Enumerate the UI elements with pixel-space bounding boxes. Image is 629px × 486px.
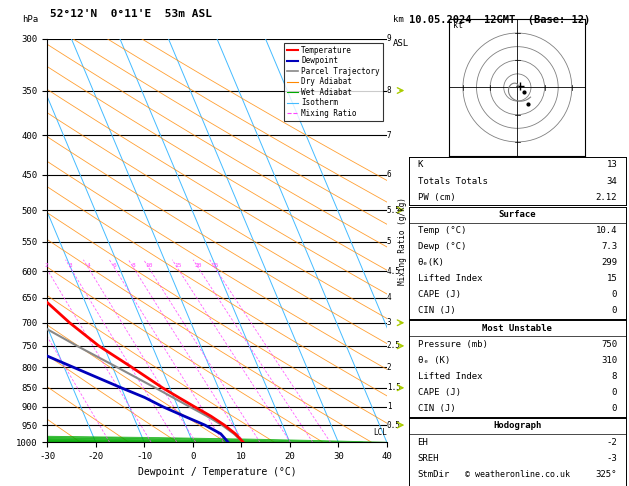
Text: Pressure (mb): Pressure (mb): [418, 340, 487, 349]
Text: 0: 0: [612, 290, 617, 299]
Text: EH: EH: [418, 437, 428, 447]
Text: CIN (J): CIN (J): [418, 404, 455, 413]
Text: 1.5: 1.5: [387, 383, 401, 392]
Text: 13: 13: [606, 160, 617, 170]
Text: 4: 4: [387, 294, 391, 302]
Text: 10.4: 10.4: [596, 226, 617, 235]
Text: © weatheronline.co.uk: © weatheronline.co.uk: [465, 469, 570, 479]
Text: 34: 34: [606, 176, 617, 186]
Text: 52°12'N  0°11'E  53m ASL: 52°12'N 0°11'E 53m ASL: [50, 9, 213, 19]
Text: Lifted Index: Lifted Index: [418, 274, 482, 283]
Text: 20: 20: [195, 263, 203, 268]
Text: 8: 8: [132, 263, 136, 268]
Text: 1: 1: [387, 402, 391, 412]
Text: ASL: ASL: [393, 39, 409, 48]
Text: CIN (J): CIN (J): [418, 306, 455, 315]
Text: StmDir: StmDir: [418, 469, 450, 479]
Text: Temp (°C): Temp (°C): [418, 226, 466, 235]
Text: 0: 0: [612, 404, 617, 413]
Text: 299: 299: [601, 258, 617, 267]
Text: Surface: Surface: [499, 210, 536, 219]
Text: 2: 2: [45, 263, 48, 268]
Text: 10: 10: [145, 263, 153, 268]
Text: LCL: LCL: [373, 428, 387, 436]
Text: K: K: [418, 160, 423, 170]
Text: 10.05.2024  12GMT  (Base: 12): 10.05.2024 12GMT (Base: 12): [409, 15, 590, 25]
Text: 3: 3: [69, 263, 72, 268]
Text: 6: 6: [387, 170, 391, 179]
Text: 8: 8: [612, 372, 617, 381]
Text: 325°: 325°: [596, 469, 617, 479]
Text: Totals Totals: Totals Totals: [418, 176, 487, 186]
Text: 4.5: 4.5: [387, 267, 401, 276]
Text: -2: -2: [606, 437, 617, 447]
Text: θₑ (K): θₑ (K): [418, 356, 450, 365]
Text: 5.5: 5.5: [387, 206, 401, 214]
Text: 7.3: 7.3: [601, 242, 617, 251]
Text: 4: 4: [87, 263, 91, 268]
Text: θₑ(K): θₑ(K): [418, 258, 445, 267]
Text: SREH: SREH: [418, 453, 439, 463]
Text: 3: 3: [387, 318, 391, 327]
Legend: Temperature, Dewpoint, Parcel Trajectory, Dry Adiabat, Wet Adiabat, Isotherm, Mi: Temperature, Dewpoint, Parcel Trajectory…: [284, 43, 383, 121]
Text: 750: 750: [601, 340, 617, 349]
Text: 2.5: 2.5: [387, 341, 401, 350]
Text: Mixing Ratio (g/kg): Mixing Ratio (g/kg): [398, 197, 407, 284]
Text: 6: 6: [113, 263, 116, 268]
X-axis label: Dewpoint / Temperature (°C): Dewpoint / Temperature (°C): [138, 467, 296, 477]
Text: 310: 310: [601, 356, 617, 365]
Text: CAPE (J): CAPE (J): [418, 290, 460, 299]
Text: Most Unstable: Most Unstable: [482, 324, 552, 333]
Text: -3: -3: [606, 453, 617, 463]
Text: 2: 2: [387, 363, 391, 372]
Text: 5: 5: [387, 238, 391, 246]
Text: CAPE (J): CAPE (J): [418, 388, 460, 397]
Text: 0.5: 0.5: [387, 420, 401, 430]
Text: Lifted Index: Lifted Index: [418, 372, 482, 381]
Text: 0: 0: [612, 306, 617, 315]
Text: 15: 15: [174, 263, 181, 268]
Text: 7: 7: [387, 131, 391, 140]
Text: km: km: [393, 15, 404, 24]
Text: 8: 8: [387, 86, 391, 95]
Text: Dewp (°C): Dewp (°C): [418, 242, 466, 251]
Text: 15: 15: [606, 274, 617, 283]
Text: 2.12: 2.12: [596, 192, 617, 202]
Text: Hodograph: Hodograph: [493, 421, 542, 431]
Text: hPa: hPa: [22, 15, 38, 24]
Text: PW (cm): PW (cm): [418, 192, 455, 202]
Text: 0: 0: [612, 388, 617, 397]
Text: 25: 25: [211, 263, 219, 268]
Text: kt: kt: [454, 20, 464, 30]
Text: 9: 9: [387, 35, 391, 43]
